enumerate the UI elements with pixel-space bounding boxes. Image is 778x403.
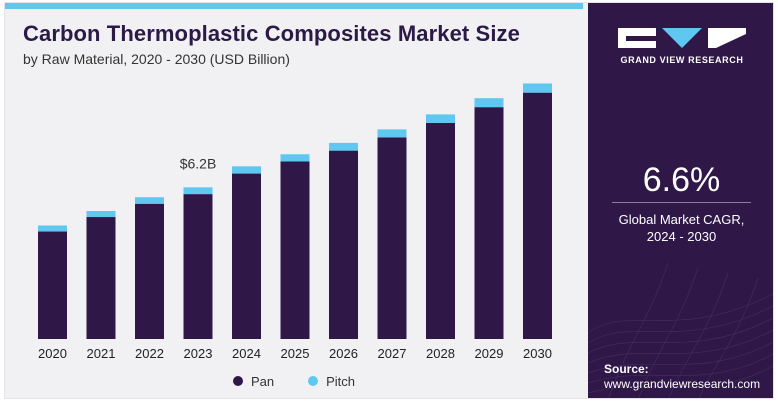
source-label: Source: bbox=[604, 362, 649, 376]
bar-pitch-2028 bbox=[426, 114, 455, 123]
bar-pan-2026 bbox=[329, 150, 358, 339]
chart-legend: Pan Pitch bbox=[5, 373, 583, 389]
chart-subtitle: by Raw Material, 2020 - 2030 (USD Billio… bbox=[23, 51, 290, 67]
x-tick-label-2026: 2026 bbox=[329, 346, 358, 361]
bar-pan-2029 bbox=[474, 107, 504, 339]
cagr-value: 6.6% bbox=[642, 161, 721, 199]
bar-pan-2030 bbox=[523, 92, 552, 340]
x-tick-label-2022: 2022 bbox=[135, 346, 164, 361]
bar-chart: 2020 2021 2022 2023 2024 2025 2026 2027 2028 2029… bbox=[38, 83, 552, 361]
cagr-label: Global Market CAGR, 2024 - 2030 bbox=[588, 211, 773, 245]
x-tick-label-2021: 2021 bbox=[87, 346, 116, 361]
bar-pan-2020 bbox=[38, 231, 67, 339]
legend-swatch-pitch bbox=[308, 376, 319, 386]
logo-mark-icon bbox=[618, 28, 746, 48]
bar-pan-2024 bbox=[232, 173, 261, 339]
bar-pitch-2022 bbox=[135, 197, 164, 204]
bar-pan-2025 bbox=[280, 161, 310, 339]
x-tick-label-2023: 2023 bbox=[184, 346, 213, 361]
bar-pan-2027 bbox=[377, 137, 407, 339]
bar-pitch-2030 bbox=[523, 83, 552, 93]
bar-pitch-2023 bbox=[183, 187, 213, 195]
source-url: www.grandviewresearch.com bbox=[604, 377, 761, 391]
bar-pitch-2024 bbox=[232, 166, 261, 174]
infographic-card: Carbon Thermoplastic Composites Market S… bbox=[4, 2, 774, 399]
legend-swatch-pan bbox=[232, 376, 243, 386]
chart-title: Carbon Thermoplastic Composites Market S… bbox=[23, 21, 520, 46]
side-panel: GRAND VIEW RESEARCH 6.6% Global Market C… bbox=[588, 3, 773, 398]
bar-pitch-2027 bbox=[377, 129, 407, 138]
x-tick-label-2028: 2028 bbox=[426, 346, 455, 361]
bar-pitch-2021 bbox=[86, 211, 116, 218]
brand-name: GRAND VIEW RESEARCH bbox=[620, 55, 744, 65]
x-tick-label-2020: 2020 bbox=[38, 346, 67, 361]
legend-item-pan: Pan bbox=[232, 373, 275, 389]
bar-pan-2022 bbox=[135, 203, 164, 339]
x-tick-label-2029: 2029 bbox=[475, 346, 504, 361]
bar-pitch-2029 bbox=[474, 98, 504, 108]
legend-item-pitch: Pitch bbox=[308, 373, 355, 389]
bar-pan-2023 bbox=[183, 194, 213, 339]
cagr-label-line1: Global Market CAGR, bbox=[618, 212, 745, 227]
bar-pan-2021 bbox=[86, 217, 116, 339]
x-tick-label-2024: 2024 bbox=[232, 346, 261, 361]
x-tick-label-2025: 2025 bbox=[281, 346, 310, 361]
bar-pitch-2026 bbox=[329, 142, 358, 151]
wave-pattern-background bbox=[588, 262, 773, 398]
x-tick-label-2027: 2027 bbox=[378, 346, 407, 361]
accent-bar bbox=[5, 3, 583, 9]
data-label-2023: $6.2B bbox=[180, 155, 217, 171]
x-tick-label-2030: 2030 bbox=[523, 346, 552, 361]
legend-label-pan: Pan bbox=[250, 373, 275, 389]
cagr-divider bbox=[612, 202, 751, 203]
cagr-label-line2: 2024 - 2030 bbox=[646, 229, 717, 244]
legend-label-pitch: Pitch bbox=[326, 373, 356, 389]
bar-pan-2028 bbox=[426, 122, 455, 339]
bar-pitch-2020 bbox=[38, 225, 67, 232]
bar-pitch-2025 bbox=[280, 154, 310, 162]
